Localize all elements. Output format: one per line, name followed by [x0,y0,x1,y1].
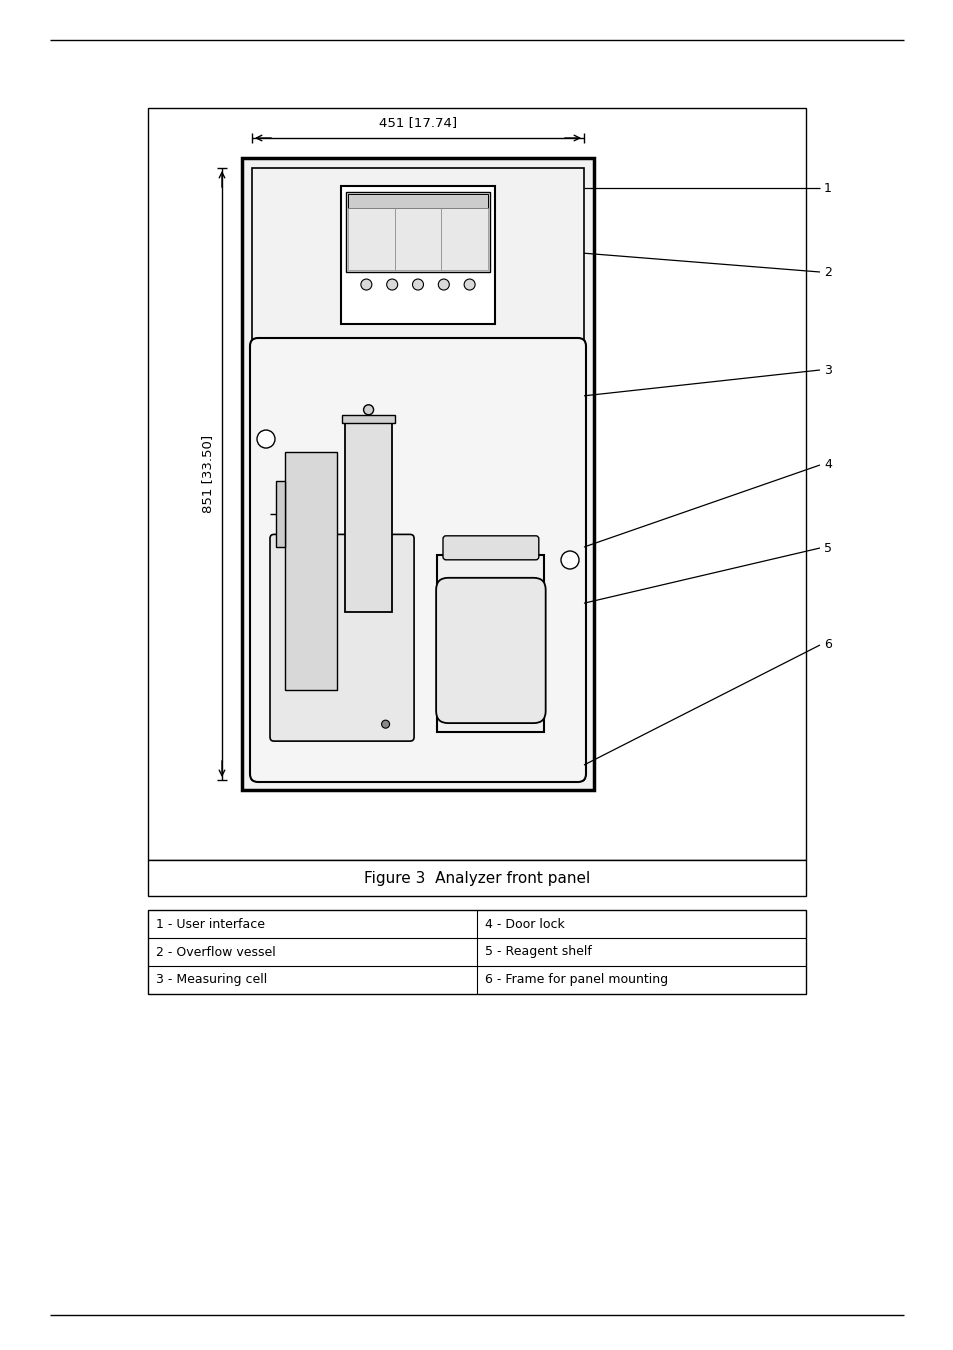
Bar [275,481,285,547]
Text: 4: 4 [823,459,831,471]
Bar [441,208,488,270]
Bar [345,192,490,273]
Text: Figure 3  Analyzer front panel: Figure 3 Analyzer front panel [363,871,590,886]
Bar [148,860,805,896]
Text: 2: 2 [823,266,831,278]
Bar [437,555,544,732]
Circle shape [363,405,374,414]
Bar [395,208,441,270]
Text: 851 [33.50]: 851 [33.50] [201,435,214,513]
Text: 3 - Measuring cell: 3 - Measuring cell [156,973,267,987]
Text: 6: 6 [823,639,831,652]
Circle shape [464,279,475,290]
Circle shape [256,431,274,448]
Text: 5 - Reagent shelf: 5 - Reagent shelf [484,945,591,958]
Bar [148,108,805,860]
Circle shape [381,720,389,728]
FancyBboxPatch shape [442,536,538,560]
Bar [252,167,583,780]
Bar [347,194,488,208]
Bar [340,186,495,324]
Bar [285,452,336,690]
Text: 5: 5 [823,541,831,555]
Bar [148,910,805,994]
Text: 3: 3 [823,363,831,377]
Text: 6 - Frame for panel mounting: 6 - Frame for panel mounting [484,973,667,987]
Text: 451 [17.74]: 451 [17.74] [378,116,456,130]
Bar [347,208,395,270]
Circle shape [412,279,423,290]
FancyBboxPatch shape [250,338,585,782]
Circle shape [437,279,449,290]
Circle shape [560,551,578,568]
Bar [344,421,392,612]
FancyBboxPatch shape [270,535,414,741]
Circle shape [360,279,372,290]
Text: 1 - User interface: 1 - User interface [156,918,265,930]
Text: 4 - Door lock: 4 - Door lock [484,918,564,930]
Bar [242,158,594,790]
FancyBboxPatch shape [436,578,545,724]
Bar [341,414,395,423]
Text: 1: 1 [823,181,831,194]
Circle shape [386,279,397,290]
Text: 2 - Overflow vessel: 2 - Overflow vessel [156,945,275,958]
